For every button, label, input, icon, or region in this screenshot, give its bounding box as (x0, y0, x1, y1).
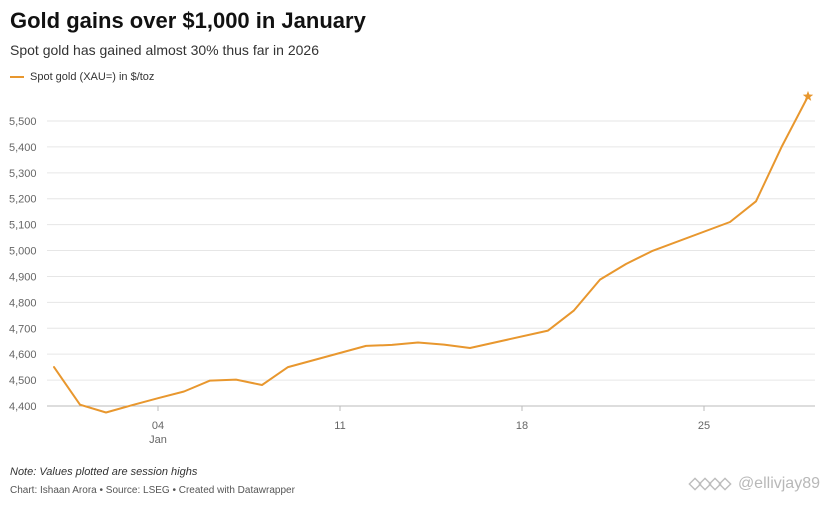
data-point (546, 328, 551, 333)
data-point (728, 220, 733, 225)
chart-subtitle: Spot gold has gained almost 30% thus far… (10, 42, 319, 58)
y-axis-labels: 4,400 4,500 4,600 4,700 4,800 4,900 5,000 5,100… (9, 116, 37, 413)
x-tick-label: 18 (516, 420, 528, 432)
y-tick-label: 5,300 (9, 168, 37, 180)
y-tick-label: 4,400 (9, 401, 37, 413)
data-point (78, 402, 83, 407)
watermark: @ellivjay89 (688, 474, 820, 494)
watermark-logo-icon (688, 477, 732, 491)
data-point (468, 345, 473, 350)
y-tick-label: 4,800 (9, 297, 37, 309)
data-point (104, 410, 109, 415)
x-tick-label: 11 (334, 420, 345, 432)
y-tick-label: 5,100 (9, 220, 37, 232)
grid-lines (47, 120, 815, 407)
data-point (364, 343, 369, 348)
chart-note: Note: Values plotted are session highs (10, 466, 198, 478)
data-point (130, 403, 135, 408)
data-point (156, 396, 161, 401)
data-point (208, 378, 213, 383)
data-point (598, 277, 603, 282)
line-chart: 4,400 4,500 4,600 4,700 4,800 4,900 5,000 5,100… (9, 90, 815, 446)
data-point (52, 365, 57, 370)
data-point (780, 144, 785, 149)
y-tick-label: 5,500 (9, 116, 37, 128)
data-point (390, 342, 395, 347)
chart-legend: Spot gold (XAU=) in $/toz (10, 71, 154, 83)
x-tick-sublabel: Jan (149, 434, 167, 446)
data-point (754, 199, 759, 204)
data-point (260, 383, 265, 388)
data-point (182, 389, 187, 394)
y-tick-label: 5,000 (9, 246, 37, 258)
data-point (650, 249, 655, 254)
y-tick-label: 4,900 (9, 271, 37, 283)
data-point (234, 377, 239, 382)
watermark-text: @ellivjay89 (737, 475, 820, 492)
chart-credit: Chart: Ishaan Arora • Source: LSEG • Cre… (10, 485, 295, 496)
data-point (286, 365, 291, 370)
data-point (572, 308, 577, 313)
end-star-icon (802, 90, 814, 101)
y-tick-label: 4,600 (9, 349, 37, 361)
y-tick-label: 5,200 (9, 194, 37, 206)
y-tick-label: 4,700 (9, 323, 37, 335)
y-tick-label: 4,500 (9, 375, 37, 387)
data-point (624, 262, 629, 267)
x-tick-label: 25 (698, 420, 710, 432)
series-layer (52, 90, 814, 415)
x-axis-labels: 04 Jan 11 18 25 (149, 406, 710, 446)
data-point (442, 342, 447, 347)
legend-swatch (10, 76, 24, 78)
legend-label: Spot gold (XAU=) in $/toz (30, 71, 155, 83)
series-line (53, 95, 809, 414)
y-tick-label: 5,400 (9, 142, 37, 154)
data-point (416, 340, 421, 345)
chart-title: Gold gains over $1,000 in January (10, 8, 366, 33)
x-tick-label: 04 (152, 420, 164, 432)
